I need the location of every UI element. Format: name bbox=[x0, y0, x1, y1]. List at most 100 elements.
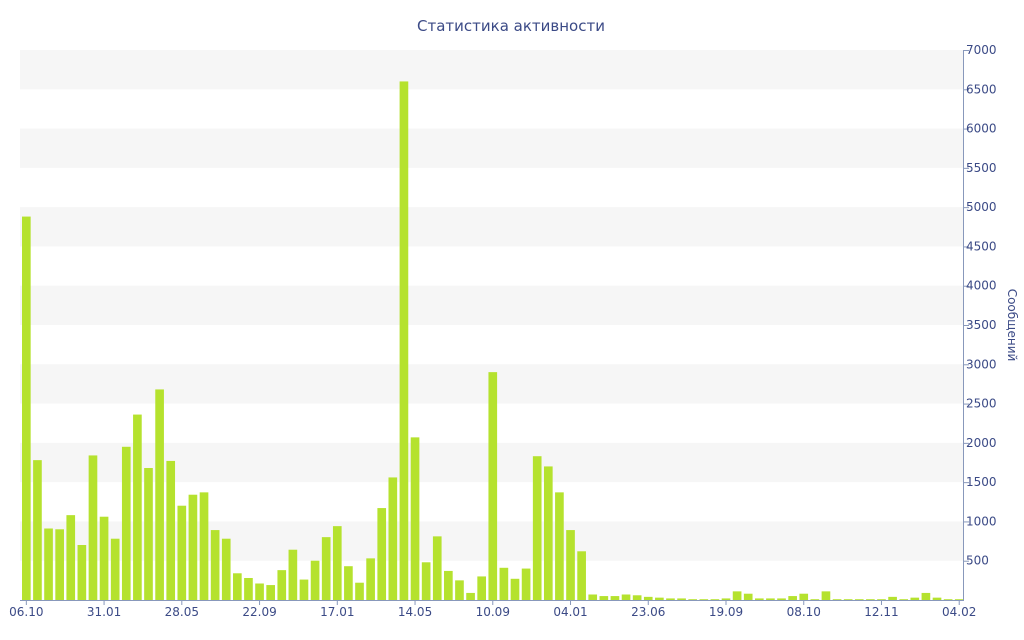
bar-24 bbox=[288, 549, 298, 600]
grid-band-5 bbox=[20, 128, 964, 168]
bar-84 bbox=[954, 599, 964, 600]
bar-43 bbox=[499, 567, 509, 600]
x-tick-label-1: 31.01 bbox=[87, 605, 121, 619]
grid-bands bbox=[20, 50, 964, 561]
bar-8 bbox=[110, 538, 120, 600]
bar-63 bbox=[721, 598, 731, 600]
bar-51 bbox=[588, 594, 598, 600]
y-tick-label-2: 1500 bbox=[966, 475, 997, 489]
y-tick-label-3: 2000 bbox=[966, 436, 997, 450]
bar-30 bbox=[355, 582, 364, 600]
y-tick-label-7: 4000 bbox=[966, 279, 997, 293]
y-axis-ticks: 500 1000 1500 2000 2500 3000 3500 4000 4500 5000 5… bbox=[964, 43, 997, 568]
y-tick-label-12: 6500 bbox=[966, 82, 997, 96]
chart-title: Статистика активности bbox=[417, 17, 605, 35]
bar-62 bbox=[710, 599, 720, 600]
bar-3 bbox=[55, 529, 64, 600]
y-tick-label-10: 5500 bbox=[966, 161, 997, 175]
bar-60 bbox=[688, 599, 698, 600]
y-tick-label-13: 7000 bbox=[966, 43, 997, 57]
bar-42 bbox=[488, 372, 498, 600]
grid-band-3 bbox=[20, 285, 964, 325]
bar-78 bbox=[888, 596, 897, 600]
bar-83 bbox=[943, 599, 953, 600]
bar-59 bbox=[677, 598, 686, 600]
bar-80 bbox=[910, 597, 920, 600]
bar-15 bbox=[188, 494, 198, 600]
y-tick-label-6: 3500 bbox=[966, 318, 997, 332]
bar-31 bbox=[366, 558, 375, 600]
bar-26 bbox=[310, 560, 320, 600]
y-tick-label-4: 2500 bbox=[966, 397, 997, 411]
bar-25 bbox=[299, 579, 309, 600]
bar-13 bbox=[166, 460, 176, 600]
x-tick-label-7: 04.01 bbox=[553, 605, 587, 619]
bar-21 bbox=[255, 583, 264, 600]
y-axis-label: Сообщений bbox=[1005, 289, 1019, 362]
bar-72 bbox=[821, 591, 831, 600]
bar-40 bbox=[466, 592, 475, 600]
bar-58 bbox=[666, 598, 675, 600]
bar-32 bbox=[377, 508, 387, 600]
bar-28 bbox=[332, 526, 342, 600]
bar-18 bbox=[221, 538, 231, 600]
bar-75 bbox=[854, 599, 864, 600]
y-tick-label-8: 4500 bbox=[966, 239, 997, 253]
bar-2 bbox=[44, 528, 53, 600]
bar-38 bbox=[444, 570, 453, 600]
bar-6 bbox=[88, 455, 98, 600]
x-tick-label-9: 19.09 bbox=[709, 605, 743, 619]
bar-65 bbox=[743, 593, 753, 600]
bar-20 bbox=[244, 578, 253, 600]
x-tick-label-2: 28.05 bbox=[165, 605, 199, 619]
bar-68 bbox=[777, 598, 786, 600]
bar-64 bbox=[732, 591, 742, 600]
x-tick-label-8: 23.06 bbox=[631, 605, 665, 619]
bar-79 bbox=[899, 599, 909, 600]
bar-17 bbox=[210, 530, 220, 600]
bar-10 bbox=[133, 414, 142, 600]
bar-39 bbox=[455, 580, 464, 600]
x-tick-label-5: 14.05 bbox=[398, 605, 432, 619]
bar-46 bbox=[532, 456, 542, 600]
bar-35 bbox=[410, 437, 420, 600]
bar-66 bbox=[754, 598, 764, 600]
bar-70 bbox=[799, 593, 809, 600]
bar-71 bbox=[810, 599, 820, 600]
x-tick-label-3: 22.09 bbox=[242, 605, 276, 619]
bar-36 bbox=[421, 562, 431, 600]
bar-34 bbox=[399, 81, 409, 601]
bar-69 bbox=[788, 596, 797, 600]
bar-48 bbox=[555, 492, 564, 600]
bar-9 bbox=[121, 446, 131, 600]
bar-4 bbox=[66, 515, 76, 600]
bar-33 bbox=[388, 477, 398, 600]
x-tick-label-4: 17.01 bbox=[320, 605, 354, 619]
bar-56 bbox=[643, 596, 653, 600]
bar-5 bbox=[77, 545, 87, 600]
x-tick-label-10: 08.10 bbox=[787, 605, 821, 619]
bar-45 bbox=[521, 568, 531, 600]
bar-54 bbox=[621, 594, 631, 600]
bar-37 bbox=[432, 536, 442, 600]
bar-27 bbox=[321, 537, 331, 600]
bar-74 bbox=[843, 599, 853, 600]
bar-47 bbox=[543, 466, 553, 600]
bar-16 bbox=[199, 492, 209, 600]
bar-0 bbox=[22, 216, 31, 600]
bar-series bbox=[22, 81, 964, 601]
bar-77 bbox=[877, 599, 886, 600]
bar-53 bbox=[610, 596, 620, 600]
x-tick-label-12: 04.02 bbox=[942, 605, 976, 619]
y-tick-label-11: 6000 bbox=[966, 122, 997, 136]
y-tick-label-0: 500 bbox=[966, 554, 989, 568]
bar-67 bbox=[766, 598, 775, 600]
bar-1 bbox=[33, 460, 42, 600]
bar-22 bbox=[266, 585, 275, 600]
x-tick-label-11: 12.11 bbox=[864, 605, 898, 619]
bar-7 bbox=[99, 516, 109, 600]
bar-11 bbox=[144, 468, 153, 600]
y-tick-label-5: 3000 bbox=[966, 357, 997, 371]
bar-23 bbox=[277, 570, 287, 600]
